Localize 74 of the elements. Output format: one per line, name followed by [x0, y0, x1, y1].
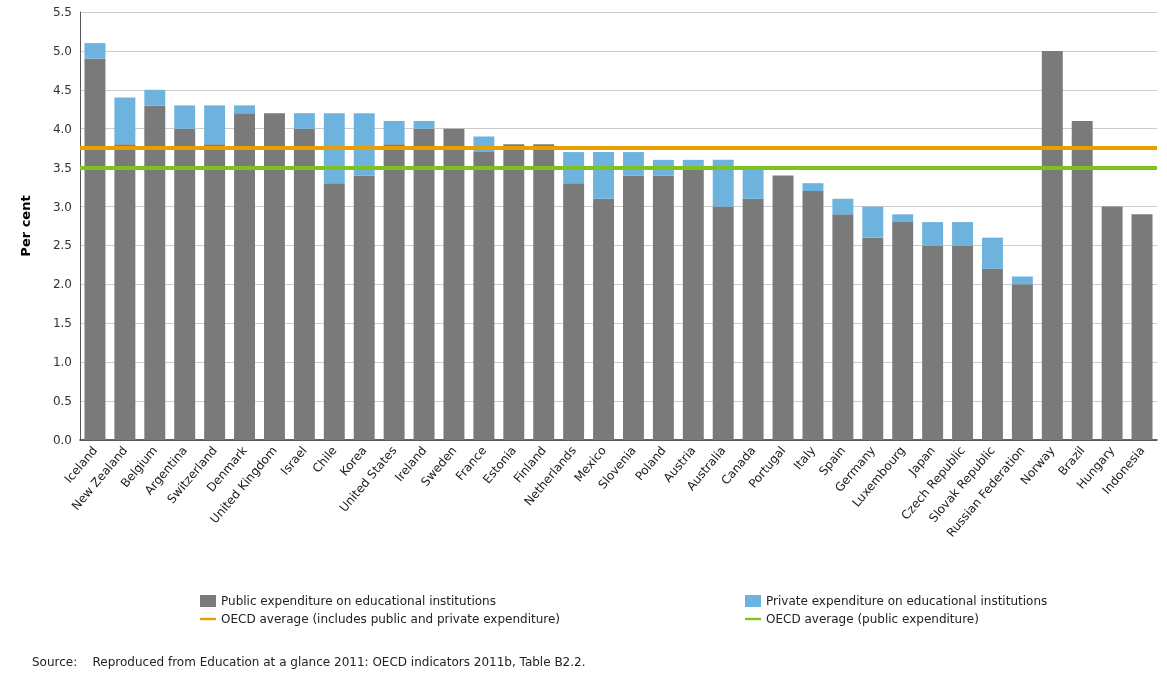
bar	[1011, 276, 1033, 285]
bar	[622, 175, 644, 440]
bar	[443, 128, 465, 440]
bar	[892, 222, 914, 440]
legend-label: OECD average (includes public and private expenditure)	[221, 612, 561, 626]
y-tick-label: 0.5	[52, 394, 72, 409]
bar	[742, 167, 764, 199]
bar	[922, 222, 944, 246]
y-tick-label: 1.5	[52, 316, 72, 331]
source-note: Source: Reproduced from Education at a glance 2011: OECD indicators 2011b, Table B2.2.	[32, 655, 586, 669]
bar	[652, 175, 674, 440]
bar	[952, 245, 974, 440]
bar	[832, 214, 854, 440]
y-axis-title: Per cent	[18, 195, 33, 257]
bar	[383, 120, 405, 145]
y-tick-label: 5.0	[52, 43, 72, 58]
legend-label: Public expenditure on educational institutions	[221, 594, 496, 608]
bar	[712, 206, 734, 440]
bar	[234, 113, 256, 440]
bar	[503, 144, 525, 440]
bar	[353, 175, 375, 440]
bar	[323, 183, 345, 440]
bar	[1041, 50, 1063, 440]
bar	[1011, 284, 1033, 440]
bar	[204, 105, 226, 145]
bar	[473, 152, 495, 440]
y-tick-label: 5.5	[52, 5, 72, 19]
bar	[862, 237, 884, 440]
bar	[144, 89, 166, 106]
bar	[802, 190, 824, 440]
bar	[772, 175, 794, 440]
legend-label: Private expenditure on educational institutions	[766, 594, 1048, 608]
bar	[293, 128, 315, 440]
bar	[862, 206, 884, 238]
y-tick-label: 4.0	[52, 121, 72, 136]
bar	[1101, 206, 1123, 440]
bar	[383, 144, 405, 440]
bar	[563, 183, 585, 440]
bar	[682, 167, 704, 440]
y-tick-label: 2.0	[52, 277, 72, 292]
bar	[892, 214, 914, 223]
bar	[712, 159, 734, 207]
bar	[952, 222, 974, 246]
bar	[174, 128, 196, 440]
y-tick-label: 3.5	[52, 160, 72, 175]
bar	[413, 128, 435, 440]
bar	[593, 198, 615, 440]
bar	[234, 105, 256, 114]
bar	[293, 113, 315, 129]
bar	[1071, 120, 1093, 440]
bar	[114, 97, 136, 145]
bar	[174, 105, 196, 129]
bar	[114, 144, 136, 440]
y-tick-label: 4.5	[52, 82, 72, 97]
bar	[802, 183, 824, 191]
y-tick-label: 1.0	[52, 355, 72, 370]
bar	[832, 198, 854, 215]
y-tick-label: 2.5	[52, 238, 72, 253]
bar	[593, 152, 615, 199]
legend-label: OECD average (public expenditure)	[766, 612, 979, 626]
bar	[1131, 214, 1153, 440]
bar	[742, 198, 764, 440]
y-tick-label: 0.0	[52, 433, 72, 447]
bar	[84, 58, 106, 440]
bar	[413, 120, 435, 129]
bar	[144, 105, 166, 440]
bar	[533, 144, 555, 440]
bar	[922, 245, 944, 440]
bar	[981, 268, 1003, 440]
bar	[204, 144, 226, 440]
y-tick-label: 3.0	[52, 199, 72, 214]
bar	[981, 237, 1003, 269]
bar	[84, 43, 106, 59]
bar	[263, 113, 285, 440]
